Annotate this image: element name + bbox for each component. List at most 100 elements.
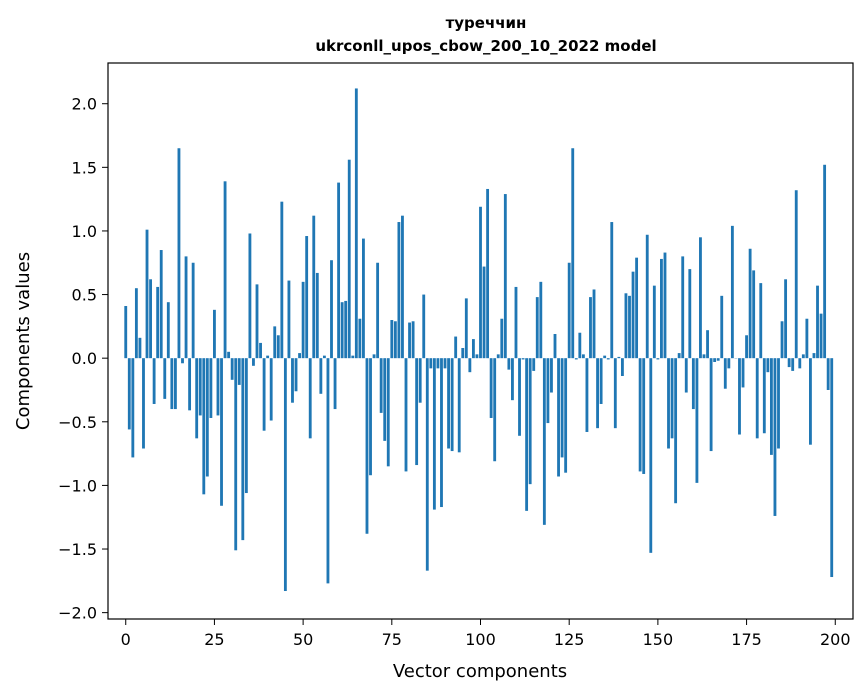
bar-158: [684, 358, 688, 393]
bar-151: [660, 258, 663, 359]
bar-95: [461, 348, 465, 359]
bar-105: [496, 354, 500, 359]
bar-144: [635, 257, 639, 359]
bar-59: [333, 358, 337, 410]
bar-91: [447, 358, 450, 449]
bar-61: [340, 302, 344, 359]
bar-38: [259, 342, 262, 359]
bar-32: [237, 358, 241, 385]
bar-96: [464, 298, 468, 359]
bar-62: [344, 300, 348, 359]
bar-100: [479, 206, 482, 359]
bar-141: [624, 293, 628, 359]
bar-190: [798, 358, 802, 369]
bar-18: [188, 358, 192, 411]
bar-197: [823, 164, 827, 359]
y-tick-label: −1.0: [58, 476, 97, 495]
bar-168: [720, 295, 724, 359]
bar-47: [291, 358, 294, 403]
y-tick-label: 0.0: [72, 349, 97, 368]
bar-21: [198, 358, 202, 416]
bar-34: [244, 358, 248, 494]
bar-52: [308, 358, 312, 439]
bar-20: [195, 358, 199, 439]
bar-93: [454, 336, 458, 359]
bar-31: [234, 358, 238, 551]
bar-120: [550, 358, 553, 393]
bar-86: [429, 358, 433, 369]
bar-180: [762, 358, 766, 434]
bar-85: [425, 358, 429, 571]
bar-163: [702, 354, 706, 359]
bar-173: [738, 358, 741, 435]
bar-6: [145, 229, 149, 359]
bar-119: [546, 358, 550, 424]
bar-60: [337, 182, 341, 359]
bar-157: [681, 256, 685, 359]
bar-67: [362, 238, 365, 359]
bar-76: [393, 321, 397, 359]
bar-44: [280, 201, 284, 359]
bar-148: [649, 358, 653, 553]
bar-161: [695, 358, 699, 483]
bar-75: [390, 320, 394, 359]
bar-126: [571, 148, 575, 359]
bar-153: [667, 358, 670, 449]
bar-166: [713, 358, 717, 362]
chart-subtitle: ukrconll_upos_cbow_200_10_2022 model: [315, 37, 656, 55]
bar-25: [213, 309, 216, 359]
bar-99: [475, 354, 479, 359]
bar-14: [173, 358, 177, 410]
bar-152: [663, 252, 667, 359]
bar-13: [170, 358, 174, 410]
bar-12: [166, 302, 170, 359]
bar-53: [312, 215, 316, 359]
bar-26: [216, 358, 220, 416]
plot-frame: [107, 62, 854, 620]
chart-title: туреччин: [446, 14, 527, 32]
bar-51: [305, 236, 309, 359]
bar-27: [220, 358, 223, 506]
bar-82: [415, 358, 419, 466]
bar-123: [560, 358, 564, 458]
bar-178: [755, 358, 759, 439]
bar-19: [191, 262, 195, 359]
bar-193: [809, 358, 812, 445]
x-tick-label: 200: [820, 630, 851, 649]
bar-11: [163, 358, 167, 399]
bar-184: [777, 358, 780, 449]
bar-160: [691, 358, 695, 410]
bar-66: [358, 318, 362, 359]
bar-147: [645, 234, 649, 359]
bar-54: [315, 272, 319, 359]
bar-108: [507, 358, 511, 370]
bar-186: [784, 279, 788, 359]
bar-30: [230, 358, 234, 380]
bar-55: [319, 358, 323, 394]
y-tick-label: 1.0: [72, 222, 97, 241]
bars-group: [124, 88, 834, 592]
bar-71: [376, 262, 380, 359]
bar-69: [369, 358, 372, 476]
bar-15: [177, 148, 181, 359]
bar-43: [276, 335, 280, 359]
bar-132: [592, 289, 596, 359]
bar-128: [578, 332, 582, 359]
bar-89: [440, 358, 443, 508]
bar-74: [386, 358, 390, 467]
bar-70: [372, 354, 376, 359]
bar-194: [812, 353, 816, 359]
bar-121: [553, 334, 557, 359]
bar-159: [688, 269, 692, 359]
bar-16: [181, 358, 184, 364]
bar-142: [628, 295, 631, 359]
y-axis-ticks: −2.0 −1.5 −1.0 −0.5 0.0 0.5 1.0 1.5 2.0: [58, 95, 108, 623]
bar-124: [564, 358, 568, 473]
y-tick-label: 2.0: [72, 95, 97, 114]
bar-103: [489, 358, 493, 418]
bar-110: [514, 286, 518, 359]
bar-33: [241, 358, 245, 541]
bar-5: [142, 358, 145, 449]
bar-117: [539, 281, 543, 359]
